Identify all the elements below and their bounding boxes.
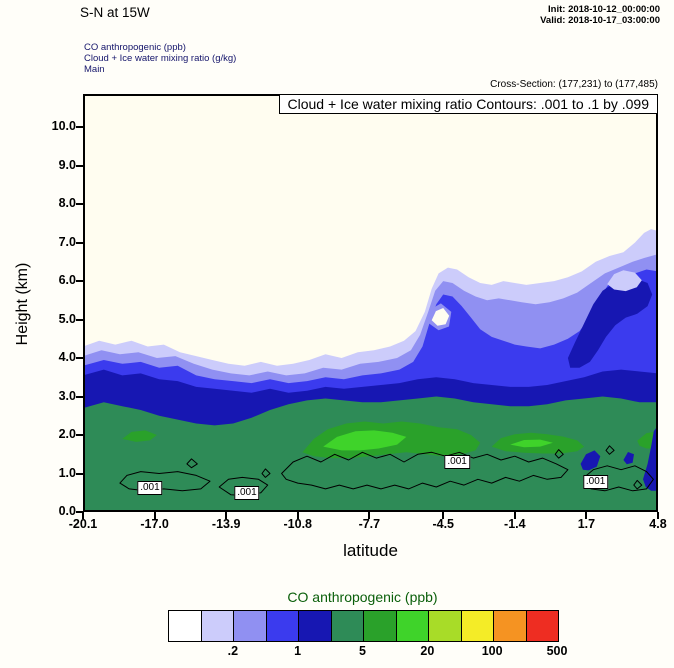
x-tick-mark [296, 512, 299, 519]
colorbar-cell [234, 611, 267, 641]
y-tick-mark [76, 126, 83, 129]
cloud-contour-line [281, 451, 569, 490]
x-tick-label: -20.1 [68, 517, 98, 531]
cloud-contour-line [186, 458, 198, 469]
init-time: Init: 2018-10-12_00:00:00 [548, 4, 660, 15]
fill-region-plume-navy [567, 279, 653, 368]
y-tick-mark [76, 318, 83, 321]
cloud-contour-label: .001 [444, 454, 470, 469]
colorbar-cell [364, 611, 397, 641]
y-tick-mark [76, 203, 83, 206]
x-tick-label: 4.8 [649, 517, 667, 531]
x-tick-mark [153, 512, 156, 519]
y-tick-label: 1.0 [58, 465, 76, 480]
cloud-contour-line [261, 468, 271, 478]
contour-plot-canvas [83, 229, 658, 512]
colorbar-title: CO anthropogenic (ppb) [287, 589, 438, 605]
colorbar-tick-label: 5 [359, 644, 366, 658]
colorbar-tick-label: 500 [546, 644, 568, 658]
y-tick-mark [76, 395, 83, 398]
cloud-contour-line [554, 449, 564, 459]
y-axis-label: Height (km) [14, 262, 31, 346]
fill-region-blob-navy-right-edge [643, 425, 658, 491]
x-tick-mark [368, 512, 371, 519]
x-tick-label: -10.8 [283, 517, 313, 531]
x-axis-label: latitude [343, 541, 398, 560]
colorbar-tick-label: 20 [420, 644, 435, 658]
cloud-contour-line [605, 445, 615, 455]
field-legend: CO anthropogenic (ppb) Cloud + Ice water… [84, 42, 236, 75]
colorbar-cell [299, 611, 332, 641]
fill-region-patch-medgreen-c [122, 430, 157, 442]
x-tick-label: -4.5 [432, 517, 454, 531]
colorbar-cell [494, 611, 527, 641]
y-tick-mark [76, 357, 83, 360]
y-tick-label: 7.0 [58, 234, 76, 249]
field-line-contour: Cloud + Ice water mixing ratio (g/kg) [84, 53, 237, 64]
fill-region-hole-cream [431, 308, 450, 326]
cloud-contour-label: .001 [582, 474, 609, 489]
cloud-contour-line [583, 465, 654, 492]
fill-region-blob-navy-b [623, 452, 634, 465]
cross-section-label: Cross-Section: (177,231) to (177,485) [490, 79, 658, 90]
y-tick-label: 3.0 [58, 388, 76, 403]
colorbar-cell [526, 611, 558, 641]
colorbar-tick-label: 100 [481, 644, 503, 658]
x-tick-label: -13.9 [211, 517, 241, 531]
valid-time: Valid: 2018-10-17_03:00:00 [540, 15, 660, 26]
colorbar-cell [331, 611, 364, 641]
colorbar-cell [461, 611, 494, 641]
colorbar-cell [201, 611, 234, 641]
colorbar-cell [429, 611, 462, 641]
x-tick-mark [657, 512, 659, 519]
y-tick-label: 6.0 [58, 273, 76, 288]
contour-info-box: Cloud + Ice water mixing ratio Contours:… [278, 94, 658, 114]
y-tick-mark [76, 280, 83, 283]
x-tick-mark [513, 512, 516, 519]
colorbar-cell [266, 611, 299, 641]
y-tick-label: 9.0 [58, 157, 76, 172]
field-line-domain: Main [84, 64, 105, 75]
x-tick-mark [225, 512, 228, 519]
fill-region-patch-brightgreen-b [510, 439, 553, 448]
x-tick-label: 1.7 [577, 517, 596, 531]
y-tick-mark [76, 511, 83, 513]
x-tick-label: -1.4 [504, 517, 526, 531]
init-valid-block: Init: 2018-10-12_00:00:00 Valid: 2018-10… [540, 4, 660, 26]
y-tick-mark [76, 164, 83, 167]
y-tick-label: 4.0 [58, 350, 76, 365]
y-tick-mark [76, 241, 83, 244]
y-tick-mark [76, 434, 83, 437]
y-tick-label: 2.0 [58, 427, 76, 442]
colorbar [168, 610, 559, 642]
y-tick-label: 5.0 [58, 311, 76, 326]
fill-region-blob-navy-a [580, 450, 601, 471]
cloud-contour-label: .001 [234, 485, 260, 500]
y-tick-label: 8.0 [58, 196, 76, 211]
page-title: S-N at 15W [80, 5, 150, 20]
cloud-contour-label: .001 [137, 481, 163, 496]
x-tick-mark [585, 512, 588, 519]
field-line-fill: CO anthropogenic (ppb) [84, 42, 186, 53]
y-tick-label: 0.0 [58, 504, 76, 518]
colorbar-cell [169, 611, 202, 641]
fill-region-patch-brightgreen-a [323, 430, 407, 451]
y-tick-label: 10.0 [51, 119, 76, 134]
colorbar-cell [396, 611, 429, 641]
x-tick-mark [442, 512, 445, 519]
x-tick-mark [82, 512, 84, 519]
colorbar-tick-label: 1 [294, 644, 302, 658]
fill-region-patch-lavender [607, 270, 642, 292]
colorbar-tick-label: .2 [227, 644, 239, 658]
cloud-contour-line [633, 479, 643, 490]
x-tick-label: -17.0 [140, 517, 169, 531]
x-tick-label: -7.7 [358, 517, 381, 531]
y-tick-mark [76, 472, 83, 475]
